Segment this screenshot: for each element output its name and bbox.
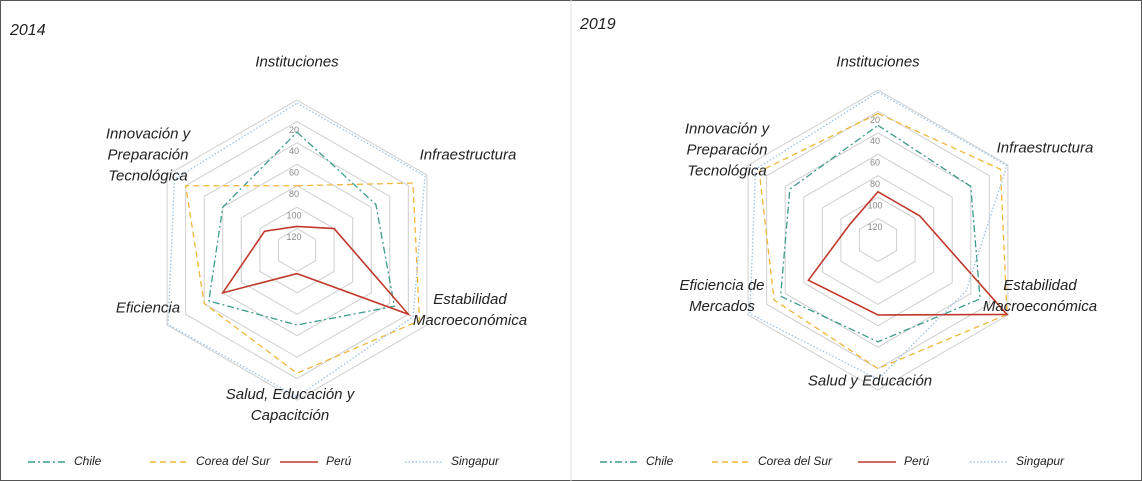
axis-label: Instituciones <box>255 53 339 71</box>
outer-ring <box>166 99 428 401</box>
axis-label: Estabilidad Macroeconómica <box>412 291 528 329</box>
r-tick-label: 40 <box>289 146 299 156</box>
grid-ring <box>803 153 953 327</box>
axis-label: Estabilidad Macroeconómica <box>982 277 1098 315</box>
r-tick-label: 20 <box>870 115 880 125</box>
r-tick-label: 100 <box>867 201 882 211</box>
legend-label: Corea del Sur <box>196 454 271 468</box>
r-tick-label: 100 <box>286 211 301 221</box>
axis-label: Innovación y Preparación Tecnológica <box>684 120 770 180</box>
r-tick-label: 120 <box>867 222 882 232</box>
series-line <box>758 112 1008 370</box>
grid-ring <box>240 185 354 315</box>
axis-label: Salud y Educación <box>807 372 933 390</box>
series-line <box>167 102 426 398</box>
grid-ring <box>858 217 898 263</box>
series-line <box>779 124 981 343</box>
legend-label: Perú <box>904 454 930 468</box>
legend-label: Singapur <box>1016 454 1065 468</box>
r-tick-label: 80 <box>870 179 880 189</box>
axis-label: Infraestructura <box>419 146 517 164</box>
grid-ring <box>766 110 990 370</box>
axis-label: Innovación y Preparación Tecnológica <box>105 125 191 185</box>
chart-title: 2019 <box>580 16 616 33</box>
legend-label: Chile <box>646 454 674 468</box>
axis-label: Instituciones <box>836 53 920 71</box>
series-line <box>208 131 396 326</box>
legend-label: Chile <box>74 454 102 468</box>
axis-label: Infraestructura <box>996 139 1094 157</box>
axis-label: Salud, Educación y Capacitción <box>225 386 355 424</box>
r-tick-label: 20 <box>289 125 299 135</box>
grid-ring <box>840 196 916 284</box>
series-line <box>807 190 1009 316</box>
axis-label: Eficiencia <box>115 299 181 317</box>
grid-ring <box>203 142 391 358</box>
r-tick-label: 120 <box>286 232 301 242</box>
r-tick-label: 60 <box>289 168 299 178</box>
r-tick-label: 80 <box>289 189 299 199</box>
chart-title: 2014 <box>10 22 46 39</box>
grid-ring <box>821 175 935 305</box>
outer-ring <box>747 89 1009 391</box>
series-line <box>184 182 421 374</box>
r-tick-label: 40 <box>870 136 880 146</box>
legend-label: Perú <box>326 454 352 468</box>
legend-label: Corea del Sur <box>758 454 833 468</box>
series-line <box>749 91 1008 381</box>
grid-ring <box>277 227 317 273</box>
series-line <box>220 225 411 317</box>
legend-label: Singapur <box>451 454 500 468</box>
r-tick-label: 60 <box>870 158 880 168</box>
axis-label: Eficiencia de Mercados <box>679 277 765 315</box>
